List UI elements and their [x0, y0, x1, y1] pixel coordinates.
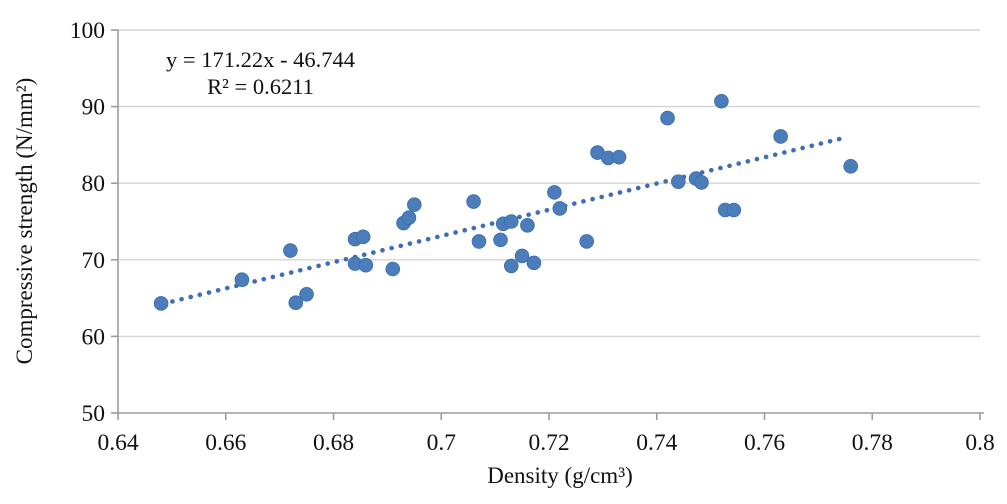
scatter-point	[234, 272, 250, 288]
r-squared-text: R² = 0.6211	[207, 74, 314, 99]
x-tick-label: 0.72	[528, 430, 569, 456]
scatter-point	[288, 295, 304, 310]
scatter-point	[843, 159, 858, 174]
scatter-point	[694, 175, 709, 190]
scatter-point	[660, 110, 675, 126]
scatter-point	[773, 129, 788, 144]
x-tick-label: 0.78	[852, 430, 893, 456]
scatter-point	[547, 185, 562, 200]
scatter-point	[299, 286, 314, 302]
y-tick-label: 60	[82, 324, 106, 350]
scatter-point	[611, 149, 627, 165]
y-tick-label: 90	[82, 95, 106, 121]
x-tick-label: 0.68	[313, 430, 354, 456]
y-tick-label: 50	[82, 401, 106, 427]
scatter-point	[503, 214, 519, 229]
scatter-point	[526, 255, 542, 271]
x-tick-label: 0.7	[427, 430, 457, 456]
scatter-point	[385, 261, 401, 277]
y-tick-label: 100	[70, 18, 105, 44]
scatter-point	[714, 93, 729, 109]
equation-text: y = 171.22x - 46.744	[166, 47, 355, 72]
scatter-point	[358, 257, 374, 273]
scatter-point	[726, 202, 742, 218]
scatter-point	[401, 210, 417, 225]
scatter-point	[471, 234, 487, 249]
x-tick-label: 0.64	[97, 430, 138, 456]
y-tick-label: 80	[82, 171, 106, 197]
x-tick-label: 0.76	[744, 430, 785, 456]
y-tick-label: 70	[82, 248, 106, 274]
scatter-point	[407, 197, 422, 212]
x-tick-label: 0.74	[636, 430, 677, 456]
y-axis-title: Compressive strength (N/mm²)	[12, 77, 37, 365]
x-tick-label: 0.66	[205, 430, 246, 456]
scatter-point	[153, 296, 169, 311]
scatter-point	[520, 218, 535, 233]
scatter-point	[283, 243, 298, 258]
scatter-point	[493, 232, 508, 248]
x-tick-label: 0.8	[965, 430, 994, 456]
scatter-point	[466, 194, 481, 209]
scatter-point	[552, 201, 568, 216]
scatter-point	[355, 229, 371, 245]
scatter-point	[579, 234, 595, 249]
trendline-annotation: y = 171.22x - 46.744 R² = 0.6211	[148, 46, 373, 100]
scatter-point	[670, 174, 686, 189]
scatter-point	[503, 258, 519, 274]
scatter-point	[514, 248, 530, 264]
x-axis-title: Density (g/cm³)	[487, 463, 633, 488]
